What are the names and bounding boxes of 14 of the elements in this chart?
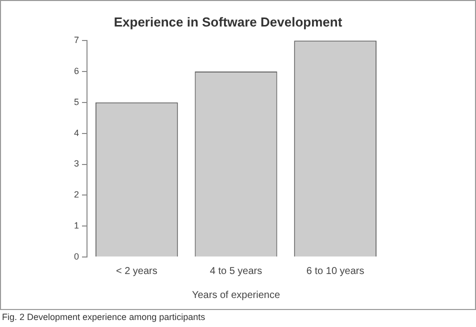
y-tick-label: 4 xyxy=(74,128,80,138)
y-tick-label: 1 xyxy=(74,220,80,231)
x-tick-label: < 2 years xyxy=(116,266,158,277)
y-tick-label: 3 xyxy=(74,158,80,169)
x-axis-title: Years of experience xyxy=(192,290,280,301)
y-tick-label: 6 xyxy=(74,66,80,76)
y-tick-label: 0 xyxy=(74,251,80,262)
y-tick-label: 7 xyxy=(74,35,80,46)
chart-title: Experience in Software Development xyxy=(114,14,343,30)
x-tick-label: 6 to 10 years xyxy=(306,266,364,277)
y-tick-label: 2 xyxy=(74,190,80,200)
caption: Fig. 2 Development experience among participants xyxy=(2,312,206,322)
x-tick-label: 4 to 5 years xyxy=(210,266,262,277)
y-tick-label: 5 xyxy=(74,96,80,107)
